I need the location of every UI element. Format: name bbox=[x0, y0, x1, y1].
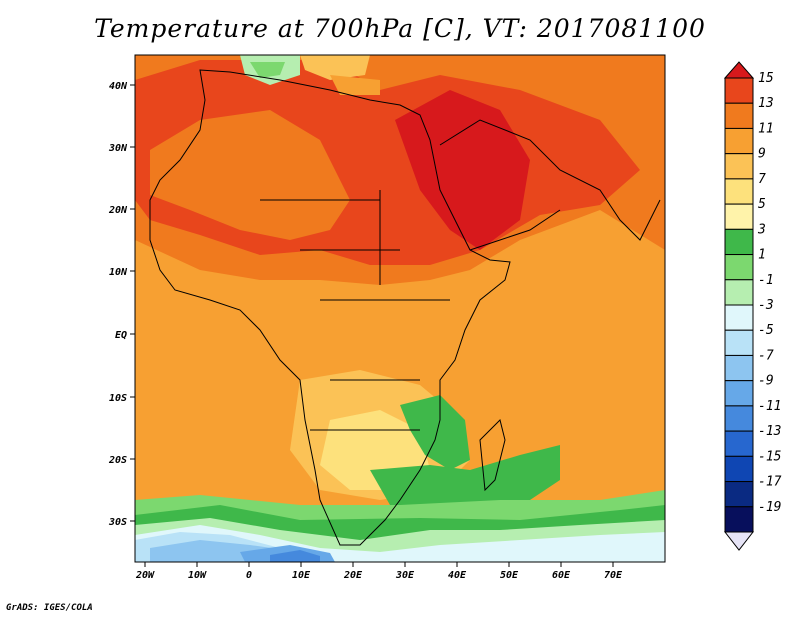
lon-tick-label: 20W bbox=[135, 570, 155, 581]
lat-axis-labels: 40N 30N 20N 10N EQ 10S 20S 30S bbox=[108, 81, 128, 528]
colorbar-swatch bbox=[724, 405, 754, 432]
colorbar-swatch bbox=[724, 455, 754, 483]
colorbar-label: 5 bbox=[758, 197, 766, 212]
colorbar-label: 9 bbox=[758, 147, 766, 162]
colorbar-swatch bbox=[724, 430, 754, 457]
colorbar-swatch bbox=[724, 304, 754, 331]
colorbar-swatch bbox=[724, 127, 754, 155]
lon-tick-label: 10W bbox=[188, 570, 207, 581]
colorbar-label: -19 bbox=[758, 500, 781, 515]
lat-tick-label: 20S bbox=[108, 455, 127, 466]
colorbar-swatch bbox=[724, 279, 754, 306]
colorbar-swatch bbox=[724, 380, 754, 407]
map-title: Temperature at 700hPa [C], VT: 201708110… bbox=[94, 14, 706, 43]
lat-tick-label: 20N bbox=[108, 205, 128, 216]
colorbar-swatch bbox=[724, 481, 754, 508]
credit-label: GrADS: IGES/COLA bbox=[6, 603, 93, 613]
lon-tick-label: 60E bbox=[552, 570, 571, 581]
colorbar-swatch bbox=[724, 254, 754, 281]
lat-tick-label: 30S bbox=[108, 517, 127, 528]
lon-axis-labels: 20W 10W 0 10E 20E 30E 40E 50E 60E 70E bbox=[135, 570, 623, 581]
colorbar-label: -11 bbox=[758, 399, 781, 414]
colorbar-label: -5 bbox=[758, 323, 774, 338]
colorbar-bottom-arrow bbox=[723, 531, 755, 551]
tick-marks bbox=[130, 84, 614, 567]
colorbar-label: -13 bbox=[758, 424, 781, 439]
colorbar-swatch bbox=[724, 203, 754, 230]
colorbar-label: 11 bbox=[758, 121, 774, 136]
colorbar-label: 13 bbox=[758, 96, 774, 111]
lon-tick-label: 20E bbox=[343, 570, 363, 581]
lon-tick-label: 0 bbox=[246, 570, 252, 581]
colorbar-swatch bbox=[724, 354, 754, 382]
colorbar-top-arrow bbox=[723, 61, 755, 79]
colorbar-label: -1 bbox=[758, 273, 774, 288]
colorbar-label: -7 bbox=[758, 348, 774, 363]
lat-tick-label: 10S bbox=[109, 393, 127, 404]
colorbar-swatch bbox=[724, 178, 754, 205]
lon-tick-label: 40E bbox=[448, 570, 467, 581]
colorbar-label: 15 bbox=[758, 71, 774, 86]
lon-tick-label: 50E bbox=[500, 570, 519, 581]
colorbar-swatch bbox=[724, 102, 754, 129]
lat-tick-label: EQ bbox=[115, 330, 127, 341]
colorbar-label: 3 bbox=[757, 222, 766, 237]
lat-tick-label: 30N bbox=[108, 143, 128, 154]
lat-tick-label: 10N bbox=[109, 267, 128, 278]
coastlines bbox=[149, 69, 661, 546]
colorbar-label: -9 bbox=[758, 374, 774, 389]
colorbar-swatch bbox=[724, 506, 754, 533]
colorbar-label: -17 bbox=[758, 475, 782, 490]
lon-tick-label: 10E bbox=[292, 570, 311, 581]
colorbar-swatch bbox=[724, 228, 754, 256]
temperature-field bbox=[135, 55, 665, 562]
colorbar-swatch bbox=[724, 329, 754, 356]
colorbar-swatch bbox=[724, 153, 754, 180]
colorbar-label: 7 bbox=[758, 172, 766, 187]
colorbar-swatch bbox=[724, 77, 754, 104]
lat-tick-label: 40N bbox=[109, 81, 128, 92]
colorbar: 15 13 11 9 7 5 3 1 -1 -3 -5 -7 -9 -11 -13 -15 -17 -19 bbox=[723, 61, 782, 551]
plot-frame bbox=[134, 54, 666, 563]
colorbar-label: 1 bbox=[758, 248, 766, 263]
lon-tick-label: 30E bbox=[395, 570, 415, 581]
colorbar-label: -15 bbox=[758, 449, 782, 464]
lon-tick-label: 70E bbox=[604, 570, 623, 581]
colorbar-label: -3 bbox=[758, 298, 774, 313]
